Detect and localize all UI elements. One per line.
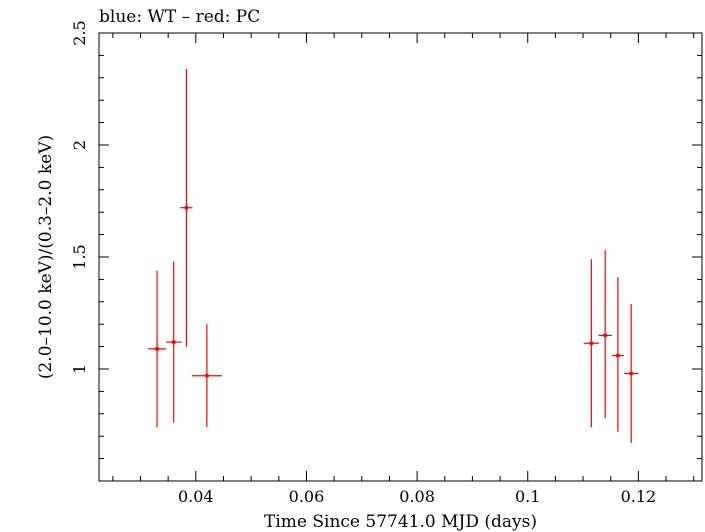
data-point xyxy=(148,270,166,428)
point-marker xyxy=(155,346,160,351)
axis-ticks: 0.04 0.06 0.08 0.1 0.12 1 1.5 2 2.5 xyxy=(70,20,702,506)
x-tick-label: 0.1 xyxy=(515,487,540,506)
data-point xyxy=(583,259,600,428)
data-point xyxy=(191,324,222,428)
data-point xyxy=(165,261,182,423)
data-points xyxy=(148,68,639,443)
x-tick-label: 0.06 xyxy=(289,487,325,506)
y-tick-label: 2 xyxy=(70,140,89,150)
y-tick-label: 2.5 xyxy=(70,20,89,45)
x-axis-label: Time Since 57741.0 MJD (days) xyxy=(264,512,537,532)
y-axis-label: (2.0–10.0 keV)/(0.3–2.0 keV) xyxy=(36,135,56,379)
point-marker xyxy=(589,341,594,346)
point-marker xyxy=(615,353,620,358)
data-point xyxy=(598,250,612,419)
x-tick-label: 0.12 xyxy=(621,487,657,506)
chart-title: blue: WT – red: PC xyxy=(99,7,260,27)
point-marker xyxy=(204,373,209,378)
point-marker xyxy=(184,205,189,210)
point-marker xyxy=(603,333,608,338)
data-point xyxy=(180,68,193,347)
point-marker xyxy=(171,340,176,345)
plot-frame xyxy=(98,32,703,482)
y-tick-label: 1 xyxy=(70,364,89,374)
x-tick-label: 0.04 xyxy=(178,487,214,506)
x-tick-label: 0.08 xyxy=(399,487,435,506)
point-marker xyxy=(629,371,634,376)
data-point xyxy=(623,304,639,443)
data-point xyxy=(611,277,624,432)
y-tick-label: 1.5 xyxy=(70,244,89,269)
